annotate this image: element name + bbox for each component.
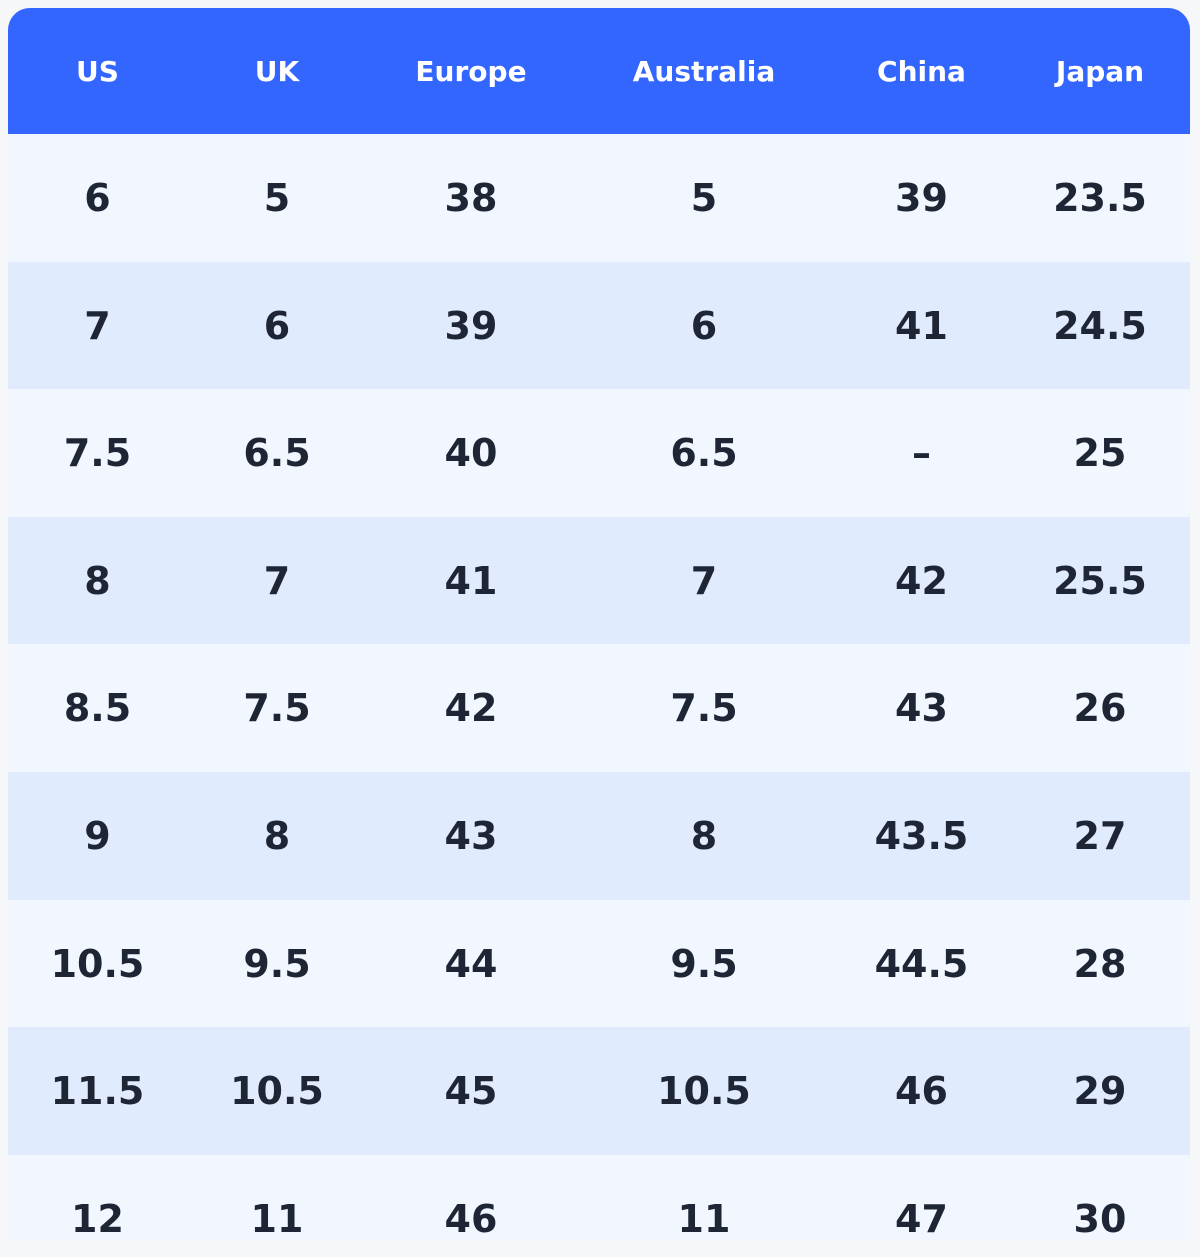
table-cell: 6.5 <box>243 431 311 476</box>
table-cell: 41 <box>444 558 498 603</box>
table-cell: 10.5 <box>657 1069 751 1114</box>
table-cell: 9.5 <box>670 941 738 986</box>
table-row: 9 8 43 8 43.5 27 <box>8 772 1190 900</box>
table-cell: 47 <box>895 1196 948 1240</box>
table-cell: 29 <box>1073 1069 1127 1114</box>
table-cell: 41 <box>895 303 948 348</box>
header-cell: Japan <box>1055 54 1145 88</box>
table-cell: 9.5 <box>243 941 311 986</box>
table-row: 8.5 7.5 42 7.5 43 26 <box>8 644 1190 773</box>
table-cell: 24.5 <box>1053 303 1147 348</box>
table-cell: 43 <box>895 686 948 731</box>
table-cell: 11 <box>677 1196 731 1240</box>
table-cell: 7 <box>263 558 291 603</box>
table-cell: 12 <box>71 1196 124 1240</box>
table-cell: 46 <box>895 1069 948 1114</box>
table-cell: 7 <box>690 558 718 603</box>
table-cell: 42 <box>444 686 498 731</box>
table-cell: 44.5 <box>874 941 969 986</box>
table-cell: 5 <box>690 176 718 220</box>
table-cell: 7.5 <box>670 686 738 731</box>
table-cell: 26 <box>1073 686 1127 731</box>
table-row: 11.5 10.5 45 10.5 46 29 <box>8 1027 1190 1156</box>
table-cell: 7 <box>84 303 111 348</box>
table-cell: 9 <box>84 814 111 858</box>
header-cell: UK <box>254 54 300 88</box>
table-cell: 6 <box>690 303 718 348</box>
table-cell: 39 <box>444 303 498 348</box>
table-row: 7 6 39 6 41 24.5 <box>8 261 1190 390</box>
table-cell: 44 <box>444 941 498 986</box>
table-cell: 38 <box>444 176 498 220</box>
table-cell: 7.5 <box>63 431 132 476</box>
header-cell: US <box>76 54 119 88</box>
header-cell: Australia <box>632 54 776 88</box>
table-cell: 30 <box>1073 1196 1127 1240</box>
size-table: US UK Europe Australia China Japan 6 5 38 5 39 23.5… <box>8 8 1190 1240</box>
table-cell: 42 <box>895 558 948 603</box>
header-row: US UK Europe Australia China Japan <box>8 8 1190 134</box>
table-cell: 23.5 <box>1053 176 1147 220</box>
table-cell: 25.5 <box>1053 558 1147 603</box>
table-cell: 6.5 <box>670 431 738 476</box>
header-cell: Europe <box>415 54 527 88</box>
table-cell: 6 <box>84 176 111 220</box>
table-cell: 8 <box>84 558 111 603</box>
table-row: 6 5 38 5 39 23.5 <box>8 134 1190 262</box>
table-row: 10.5 9.5 44 9.5 44.5 28 <box>8 899 1190 1028</box>
header-cell: China <box>877 54 966 88</box>
table-row: 12 11 46 11 47 30 <box>8 1154 1190 1240</box>
table-cell: 45 <box>444 1069 498 1114</box>
table-cell: 11.5 <box>50 1069 145 1114</box>
table-cell: 39 <box>895 176 948 220</box>
table-cell: 25 <box>1073 431 1127 476</box>
table-row: 7.5 6.5 40 6.5 – 25 <box>8 389 1190 518</box>
table-cell: 46 <box>444 1196 498 1240</box>
table-cell: 40 <box>444 431 498 476</box>
table-cell: 27 <box>1073 814 1127 858</box>
table-cell: 8.5 <box>63 686 132 731</box>
table-cell: 7.5 <box>243 686 311 731</box>
table-row: 8 7 41 7 42 25.5 <box>8 516 1190 645</box>
table-cell: 43.5 <box>874 814 969 858</box>
table-cell: 28 <box>1073 941 1127 986</box>
table-cell: 10.5 <box>230 1069 324 1114</box>
table-cell: 11 <box>250 1196 304 1240</box>
table-cell: 8 <box>263 814 291 858</box>
table-cell: 6 <box>263 303 291 348</box>
table-cell: 10.5 <box>50 941 145 986</box>
table-cell: 5 <box>263 176 291 220</box>
table-cell: 8 <box>690 814 718 858</box>
table-cell: – <box>912 431 931 476</box>
table-cell: 43 <box>444 814 498 858</box>
